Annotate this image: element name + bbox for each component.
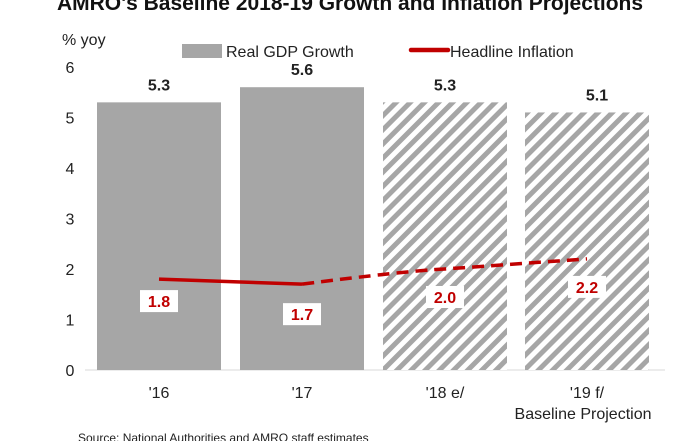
inflation-label-box bbox=[568, 275, 606, 298]
inflation-value-label: 2.2 bbox=[576, 280, 598, 297]
bar-value-label: 5.6 bbox=[291, 62, 313, 79]
x-tick-label: '17 bbox=[292, 385, 313, 402]
inflation-line-projected bbox=[301, 257, 588, 286]
y-tick-label: 1 bbox=[66, 313, 75, 330]
bar-3 bbox=[525, 112, 649, 370]
legend-label-inflation: Headline Inflation bbox=[450, 44, 574, 61]
x-tick-note: Baseline Projection bbox=[515, 406, 652, 423]
source-note: Source: National Authorities and AMRO st… bbox=[78, 431, 369, 441]
chart-title: AMRO's Baseline 2018-19 Growth and Infla… bbox=[56, 0, 644, 15]
x-tick-label: '19 f/ bbox=[570, 385, 605, 402]
x-tick-label: '16 bbox=[149, 385, 170, 402]
bar-0 bbox=[97, 102, 221, 370]
bar-value-label: 5.3 bbox=[434, 77, 456, 94]
inflation-value-label: 2.0 bbox=[434, 290, 456, 307]
inflation-value-label: 1.7 bbox=[291, 307, 313, 324]
bar-1 bbox=[240, 87, 364, 370]
y-tick-label: 6 bbox=[66, 60, 75, 77]
inflation-line-actual bbox=[158, 277, 303, 286]
inflation-label-box bbox=[140, 290, 178, 313]
y-tick-label: 4 bbox=[66, 161, 75, 178]
legend-swatch-gdp bbox=[182, 44, 222, 58]
y-tick-label: 3 bbox=[66, 212, 75, 229]
y-tick-label: 0 bbox=[66, 363, 75, 380]
inflation-label-box bbox=[426, 286, 464, 308]
y-tick-label: 2 bbox=[66, 262, 75, 279]
bar-value-label: 5.3 bbox=[148, 77, 170, 94]
y-tick-label: 5 bbox=[66, 111, 75, 128]
x-tick-label: '18 e/ bbox=[426, 385, 465, 402]
y-axis-label: % yoy bbox=[62, 32, 106, 49]
inflation-value-label: 1.8 bbox=[148, 294, 170, 311]
bar-value-label: 5.1 bbox=[586, 87, 608, 104]
legend-label-gdp: Real GDP Growth bbox=[226, 44, 354, 61]
inflation-label-box bbox=[283, 303, 321, 326]
bar-2 bbox=[383, 102, 507, 370]
